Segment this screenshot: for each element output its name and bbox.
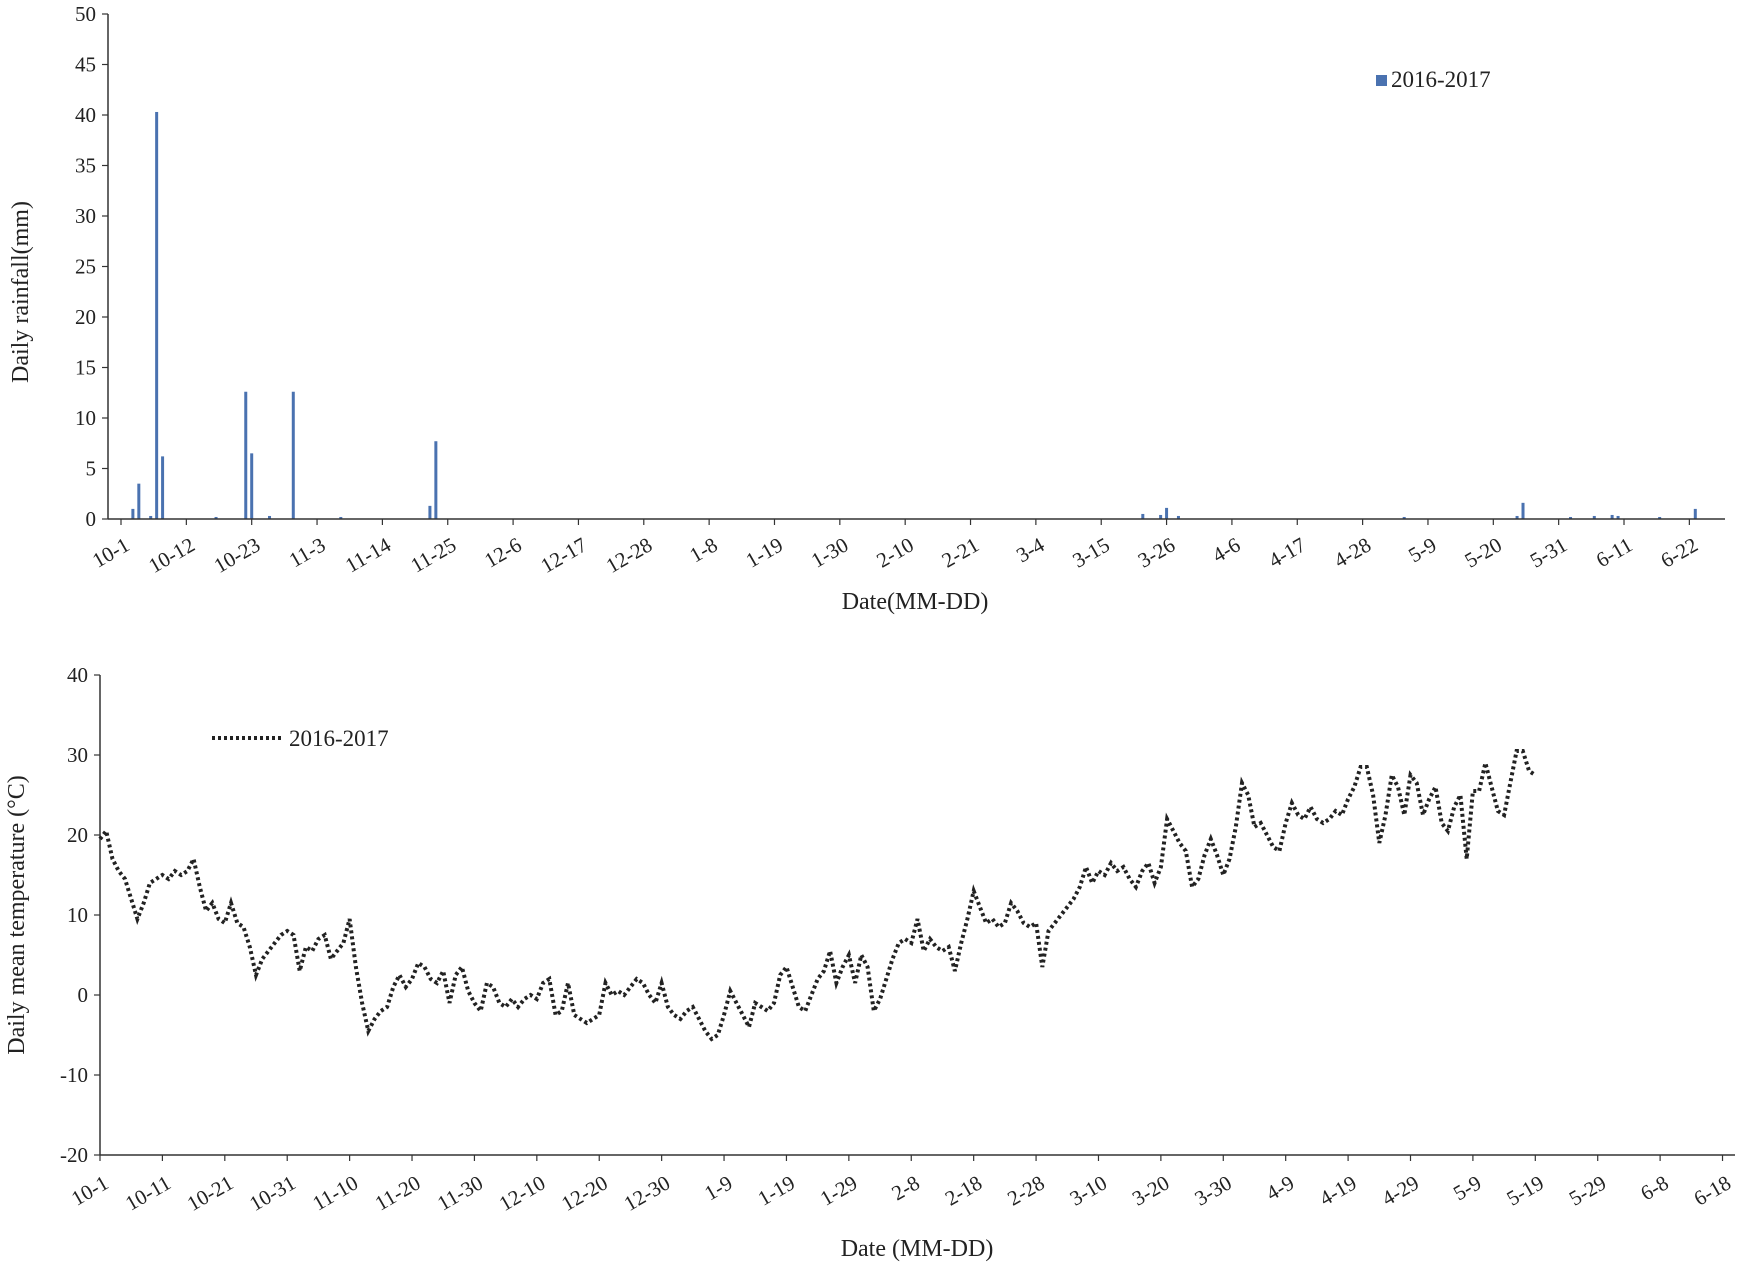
rainfall-y-axis-ticks: 0 5 10 15 20 25 30 35 40 45 50 — [75, 2, 108, 531]
temperature-y-tick-label: 20 — [67, 823, 88, 847]
rainfall-y-tick-label: 15 — [75, 356, 96, 380]
temperature-y-tick-label: -20 — [60, 1143, 88, 1167]
rainfall-bar — [1658, 516, 1662, 519]
rainfall-y-axis-title: Daily rainfall(mm) — [8, 201, 34, 383]
temperature-y-axis-title: Daily mean temperature (°C) — [4, 775, 30, 1054]
rainfall-y-tick-label: 50 — [75, 2, 96, 26]
rainfall-x-axis-title: Date(MM-DD) — [842, 589, 989, 615]
rainfall-bar — [434, 441, 438, 519]
rainfall-bar — [137, 483, 141, 519]
rainfall-bar — [250, 453, 254, 519]
rainfall-bar — [1159, 514, 1163, 519]
rainfall-y-tick-label: 10 — [75, 406, 96, 430]
temperature-y-tick-label: -10 — [60, 1063, 88, 1087]
temperature-y-tick-label: 30 — [67, 743, 88, 767]
temperature-y-tick-label: 0 — [78, 983, 89, 1007]
rainfall-bar — [268, 515, 272, 519]
temperature-y-tick-label: 10 — [67, 903, 88, 927]
rainfall-bar — [161, 456, 165, 519]
rainfall-bar — [1165, 507, 1169, 519]
rainfall-bar — [131, 508, 135, 519]
rainfall-y-tick-label: 20 — [75, 305, 96, 329]
rainfall-legend: 2016-2017 — [1376, 67, 1491, 92]
rainfall-bar — [149, 515, 153, 519]
rainfall-bar — [214, 516, 218, 519]
rainfall-bar — [1616, 515, 1620, 519]
rainfall-bar — [1592, 515, 1596, 519]
rainfall-bar — [1176, 515, 1180, 519]
temperature-axes — [99, 675, 1735, 1156]
rainfall-y-tick-label: 40 — [75, 103, 96, 127]
rainfall-axes — [107, 14, 1725, 520]
rainfall-y-tick-label: 30 — [75, 204, 96, 228]
rainfall-y-tick-label: 0 — [86, 507, 97, 531]
rainfall-bar — [1402, 516, 1406, 519]
rainfall-bar — [1521, 502, 1525, 519]
rainfall-bar — [1569, 516, 1573, 519]
rainfall-bar — [155, 111, 159, 519]
rainfall-bar — [428, 505, 432, 519]
rainfall-bar — [1141, 513, 1145, 519]
rainfall-legend-label: 2016-2017 — [1391, 67, 1491, 92]
temperature-y-tick-label: 40 — [67, 663, 88, 687]
temperature-legend-label: 2016-2017 — [289, 726, 389, 751]
temperature-x-axis-title: Date (MM-DD) — [841, 1236, 994, 1262]
rainfall-y-tick-label: 5 — [86, 457, 97, 481]
temperature-y-axis-ticks: -20 -10 0 10 20 30 40 — [60, 663, 100, 1167]
rainfall-y-tick-label: 45 — [75, 53, 96, 77]
rainfall-bar — [1693, 508, 1697, 519]
rainfall-bar — [339, 516, 343, 519]
rainfall-legend-swatch — [1376, 75, 1387, 86]
rainfall-bar — [1610, 514, 1614, 519]
temperature-legend: 2016-2017 — [212, 726, 389, 751]
rainfall-y-tick-label: 25 — [75, 255, 96, 279]
rainfall-y-tick-label: 35 — [75, 154, 96, 178]
rainfall-bar — [244, 391, 248, 519]
rainfall-bar — [291, 391, 295, 519]
rainfall-bars — [131, 111, 1697, 519]
rainfall-bar — [1515, 515, 1519, 519]
